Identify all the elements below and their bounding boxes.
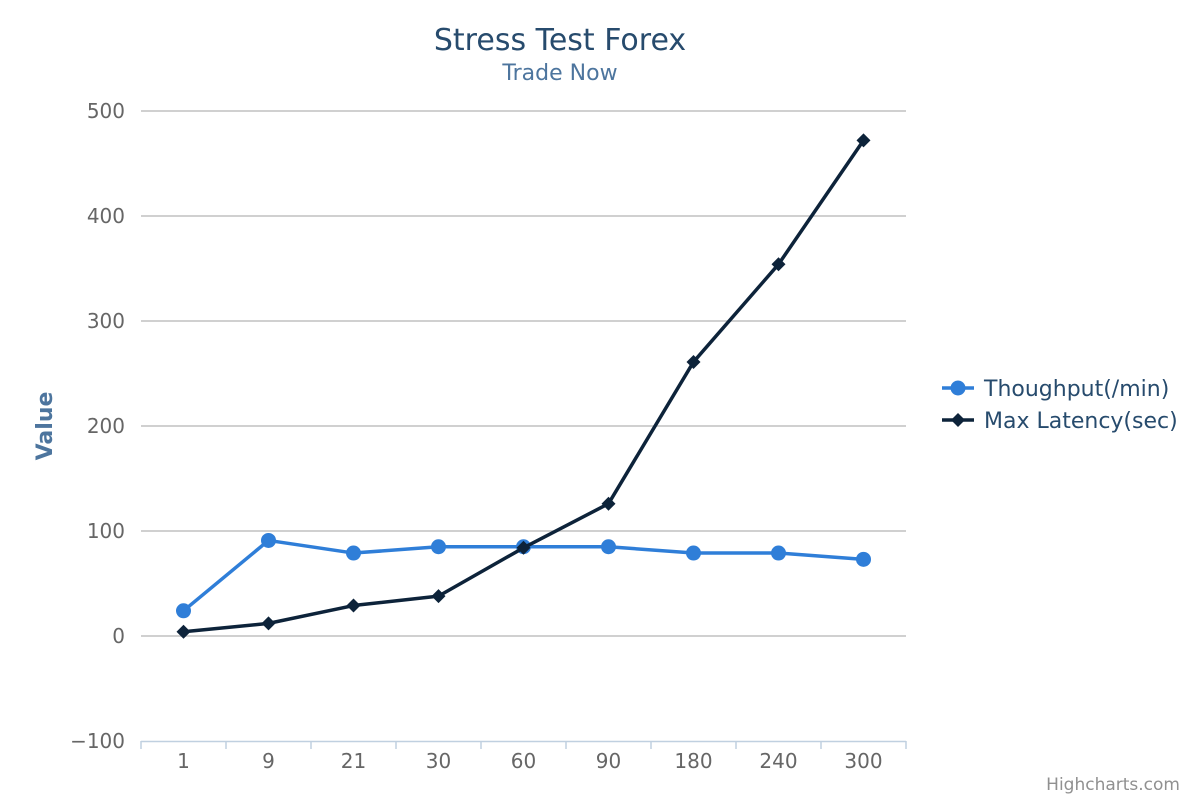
legend-label: Thoughput(/min): [983, 377, 1169, 402]
data-point: [601, 539, 616, 555]
data-point: [686, 354, 701, 369]
y-tick-label: 400: [87, 204, 125, 228]
data-point: [261, 616, 276, 631]
data-point: [686, 545, 701, 561]
y-tick-label: 100: [87, 519, 125, 543]
y-tick-label: 200: [87, 414, 125, 438]
y-axis-title: Value: [33, 392, 58, 461]
x-tick-label: 240: [759, 749, 797, 773]
legend[interactable]: Thoughput(/min) Max Latency(sec): [942, 377, 1178, 434]
y-tick-label: 0: [112, 624, 125, 648]
chart-title: Stress Test Forex: [434, 23, 686, 58]
x-tick-label: 180: [674, 749, 712, 773]
x-tick-label: 300: [844, 749, 882, 773]
legend-symbol-marker: [951, 413, 965, 427]
data-point: [601, 496, 616, 511]
credits-link[interactable]: Highcharts.com: [1046, 775, 1180, 795]
data-point: [261, 532, 276, 548]
chart-subtitle: Trade Now: [501, 61, 617, 86]
legend-label: Max Latency(sec): [984, 409, 1178, 434]
data-point: [431, 589, 446, 604]
data-point: [771, 257, 786, 272]
plot-area: [176, 133, 871, 639]
data-point: [176, 624, 191, 639]
y-tick-label: 300: [87, 309, 125, 333]
x-tick-label: 60: [511, 749, 536, 773]
series-2: [176, 133, 871, 639]
series-line: [183, 139, 865, 634]
y-tick-label: 500: [87, 99, 125, 123]
legend-item[interactable]: Thoughput(/min): [942, 377, 1169, 402]
data-point: [176, 603, 191, 619]
legend-item[interactable]: Max Latency(sec): [942, 409, 1178, 434]
x-tick-label: 1: [177, 749, 190, 773]
x-tick-label: 30: [426, 749, 451, 773]
x-tick-label: 90: [596, 749, 621, 773]
data-point: [856, 133, 871, 148]
data-point: [431, 539, 446, 555]
data-point: [516, 540, 531, 555]
data-point: [346, 545, 361, 561]
data-point: [771, 545, 786, 561]
x-tick-label: 9: [262, 749, 275, 773]
x-axis: 1 9 21 30 60 90 180 240 300: [140, 740, 907, 773]
grid-lines: −100 0 100 200 300 400 500: [70, 99, 906, 753]
y-tick-label: −100: [70, 729, 125, 753]
x-tick-label: 21: [341, 749, 366, 773]
data-point: [346, 598, 361, 613]
data-point: [856, 551, 871, 567]
legend-symbol-marker: [950, 380, 966, 396]
